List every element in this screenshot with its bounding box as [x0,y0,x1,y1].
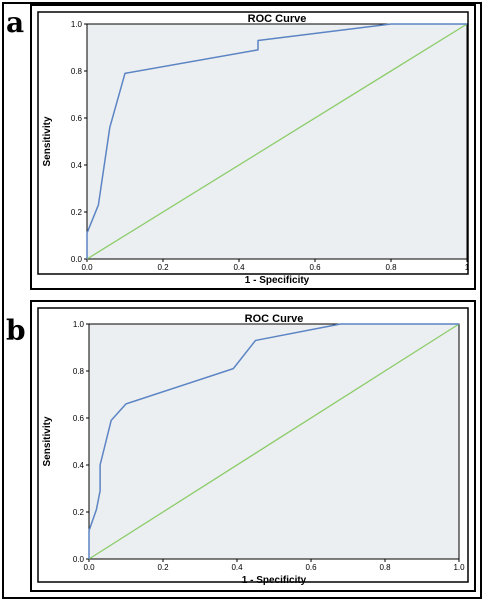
b-y-tick-label: 0.8 [73,367,85,376]
b-y-tick-label: 0.2 [73,508,85,517]
b-y-tick-label: 0.4 [73,461,85,470]
a-y-tick-label: 0.0 [71,255,83,264]
b-x-tick-label: 1.0 [453,563,465,572]
b-reference-line [88,323,460,560]
b-y-axis-label: Sensitivity [42,416,53,466]
a-x-tick-label: 0.0 [81,263,93,272]
b-y-tick-label: 1.0 [73,320,85,329]
a-x-axis-label: 1 - Specificity [245,275,310,286]
roc-panel-b: ROC Curve 0.0 0.2 0.4 0.6 0.8 1.0 0.0 0.2 0.4 0.6 0… [30,300,476,592]
b-title: ROC Curve [245,313,304,325]
a-reference-line [86,23,468,260]
b-x-tick-label: 0.0 [83,563,95,572]
roc-chart-a: ROC Curve 0.0 0.2 0.4 0.6 0.8 1.0 0.0 0.2 0.4 0.6 0… [37,11,470,286]
a-y-axis-label: Sensitivity [42,116,53,166]
b-x-tick-label: 0.8 [379,563,391,572]
b-y-tick-label: 0.6 [73,414,85,423]
a-roc-curve [86,23,467,259]
a-y-tick-label: 1.0 [71,20,83,29]
panel-a-letter: a [6,6,25,39]
a-y-tick-label: 0.4 [71,161,83,170]
a-x-tick-label: 0.8 [385,263,397,272]
a-y-tick-label: 0.8 [71,67,83,76]
b-x-tick-label: 0.6 [305,563,317,572]
roc-panel-a: ROC Curve 0.0 0.2 0.4 0.6 0.8 1.0 0.0 0.2 0.4 0.6 0… [30,4,476,290]
b-y-tick-label: 0.0 [73,555,85,564]
b-x-tick-label: 0.2 [157,563,169,572]
roc-chart-b: ROC Curve 0.0 0.2 0.4 0.6 0.8 1.0 0.0 0.2 0.4 0.6 0… [37,307,469,586]
a-x-tick-label: 0.6 [309,263,321,272]
a-x-tick-label: 0.4 [233,263,245,272]
panel-b-letter: b [6,314,26,347]
b-roc-curve [88,323,459,559]
a-x-tick-label: 0.2 [157,263,169,272]
a-y-tick-label: 0.2 [71,208,83,217]
a-y-tick-label: 0.6 [71,114,83,123]
a-title: ROC Curve [248,13,307,25]
b-x-tick-label: 0.4 [231,563,243,572]
a-x-tick-label: 1 [465,263,470,272]
b-x-axis-label: 1 - Specificity [242,575,307,586]
